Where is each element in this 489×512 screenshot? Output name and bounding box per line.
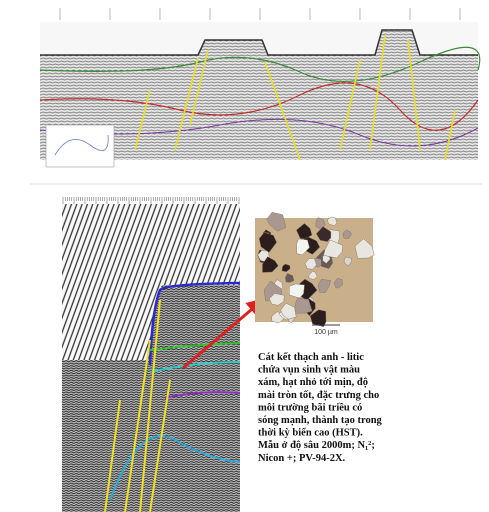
inset-line (54, 134, 109, 156)
caption-line: Cát kết thạch anh - litic (258, 352, 364, 363)
grain (343, 256, 352, 267)
water-column (40, 22, 478, 55)
grain (269, 293, 285, 306)
grain (354, 238, 375, 259)
grain (333, 278, 343, 289)
grain (293, 297, 313, 314)
seismic-upper (62, 204, 240, 360)
micrograph: 100 µm (255, 212, 375, 336)
inset-map (45, 124, 115, 168)
seabed-horizon (40, 29, 478, 56)
grain (308, 270, 318, 280)
caption-line: Mẫu ở độ sâu 2000m; N₁²; (258, 440, 375, 451)
grain (296, 238, 310, 256)
grain (262, 256, 279, 273)
seismic-section-detail (62, 196, 241, 512)
horizon (39, 46, 481, 83)
grain (309, 309, 327, 328)
grain (281, 263, 291, 273)
grain (323, 239, 344, 259)
horizon (39, 118, 479, 147)
caption-line: Nicon +; PV-94-2X. (258, 453, 346, 464)
pointer-arrow (182, 298, 265, 370)
horizon (109, 435, 241, 501)
caption-line: môi trường bãi triều có (258, 402, 362, 413)
grain (285, 273, 295, 283)
grain (280, 302, 297, 320)
seismic-section-top (30, 4, 482, 168)
grain (327, 216, 338, 227)
horizon (149, 361, 241, 373)
scale-label: 100 µm (314, 329, 338, 336)
horizon (164, 391, 241, 399)
caption-line: thời kỳ biển cao (HST). (258, 428, 363, 439)
faults (134, 34, 456, 161)
seismic-background (40, 22, 478, 160)
caption-line: mài tròn tốt, đặc trưng cho (258, 390, 379, 401)
faults (104, 299, 171, 512)
horizon (39, 82, 479, 131)
grain (258, 232, 277, 253)
grain (296, 223, 313, 240)
horizon (149, 342, 241, 351)
ruler-ticks (62, 197, 240, 204)
grains (257, 212, 375, 328)
grain (317, 278, 331, 293)
caption-line: chứa vụn sinh vật màu (258, 365, 360, 376)
caption: Cát kết thạch anh - litic chứa vụn sinh v… (258, 352, 383, 464)
grain (316, 226, 332, 242)
caption-line: xám, hạt nhỏ tới mịn, độ (258, 377, 368, 388)
horizon (148, 281, 241, 366)
grain (266, 212, 287, 232)
top-ticks (59, 8, 461, 20)
grain (342, 229, 352, 239)
grain (304, 258, 317, 270)
caption-line: sóng mạnh, thành tạo trong (258, 415, 383, 426)
